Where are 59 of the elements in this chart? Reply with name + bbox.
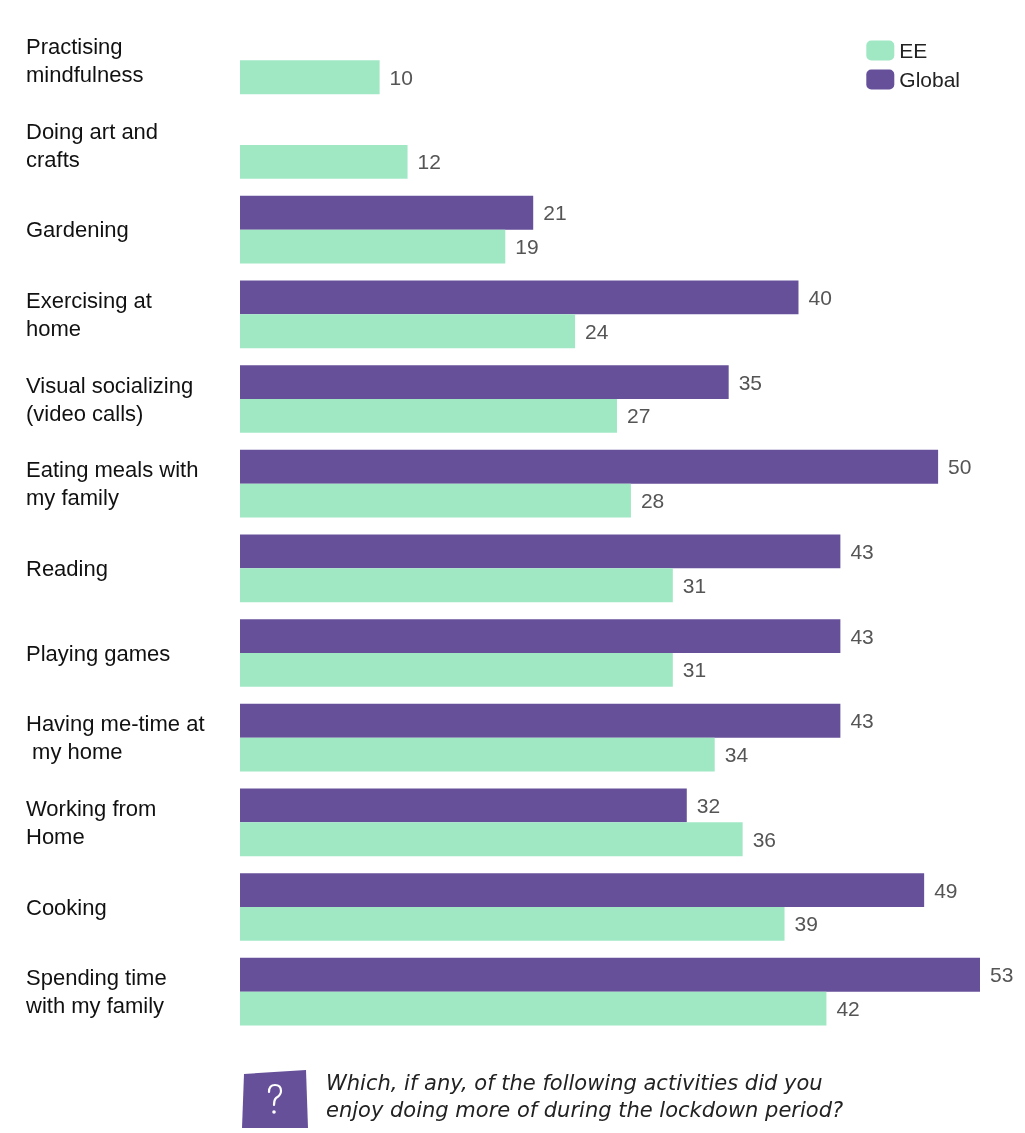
bar bbox=[240, 365, 729, 399]
y-tick-label: Eating meals with my family bbox=[26, 457, 205, 511]
y-tick-label: Exercising at home bbox=[26, 287, 159, 341]
data-label: 31 bbox=[682, 658, 707, 682]
bar bbox=[240, 483, 631, 518]
data-label: 10 bbox=[389, 65, 413, 89]
y-tick-label: Gardening bbox=[26, 217, 129, 243]
data-label: 36 bbox=[752, 827, 776, 851]
bar bbox=[240, 449, 939, 484]
y-tick-label: Doing art and crafts bbox=[26, 118, 165, 172]
y-tick-label: Reading bbox=[26, 555, 108, 581]
y-tick-label: Having me-time at my home bbox=[26, 711, 205, 765]
data-label: 40 bbox=[808, 285, 832, 309]
data-label: 32 bbox=[696, 793, 721, 817]
bar bbox=[240, 957, 980, 992]
bar bbox=[240, 145, 408, 179]
bar bbox=[240, 907, 785, 941]
bar bbox=[240, 280, 799, 315]
data-label: 53 bbox=[990, 963, 1014, 987]
data-label: 27 bbox=[626, 404, 651, 428]
data-label: 31 bbox=[682, 573, 707, 597]
bar bbox=[240, 737, 715, 772]
bar bbox=[240, 703, 841, 738]
bar bbox=[240, 568, 673, 603]
data-label: 19 bbox=[515, 235, 539, 259]
y-tick-label: Practising mindfulness bbox=[26, 33, 144, 87]
data-label: 12 bbox=[417, 150, 441, 174]
data-label: 49 bbox=[934, 878, 958, 902]
data-label: 50 bbox=[948, 455, 972, 479]
data-label: 28 bbox=[640, 489, 665, 513]
bar bbox=[240, 788, 687, 823]
data-label: 43 bbox=[850, 624, 874, 648]
legend-label: EE bbox=[899, 39, 928, 62]
bar bbox=[240, 534, 841, 569]
bar bbox=[240, 653, 673, 687]
y-tick-label: Working from Home bbox=[26, 795, 163, 849]
data-label: 34 bbox=[724, 743, 749, 767]
data-label: 35 bbox=[738, 370, 763, 394]
y-tick-label: Spending time with my family bbox=[25, 965, 173, 1019]
bar bbox=[240, 314, 576, 349]
bar bbox=[240, 195, 534, 230]
bar bbox=[240, 399, 617, 433]
data-label: 21 bbox=[543, 201, 567, 225]
bar bbox=[240, 822, 743, 857]
legend-label: Global bbox=[899, 68, 960, 91]
bar bbox=[240, 60, 380, 95]
bar bbox=[240, 229, 506, 264]
data-label: 43 bbox=[850, 539, 874, 563]
data-label: 39 bbox=[794, 912, 818, 936]
y-tick-label: Playing games bbox=[26, 640, 171, 666]
data-label: 43 bbox=[850, 709, 874, 733]
data-label: 42 bbox=[836, 997, 860, 1021]
text: Which, if any, of the following activities did you enjoy doing more of during the lockdown period? bbox=[326, 1070, 845, 1124]
y-tick-label: Visual socializing (video calls) bbox=[26, 372, 200, 426]
data-label: 24 bbox=[585, 319, 609, 343]
bar bbox=[240, 619, 841, 653]
y-tick-label: Cooking bbox=[26, 894, 107, 920]
bar bbox=[240, 991, 827, 1026]
bar bbox=[240, 873, 925, 907]
